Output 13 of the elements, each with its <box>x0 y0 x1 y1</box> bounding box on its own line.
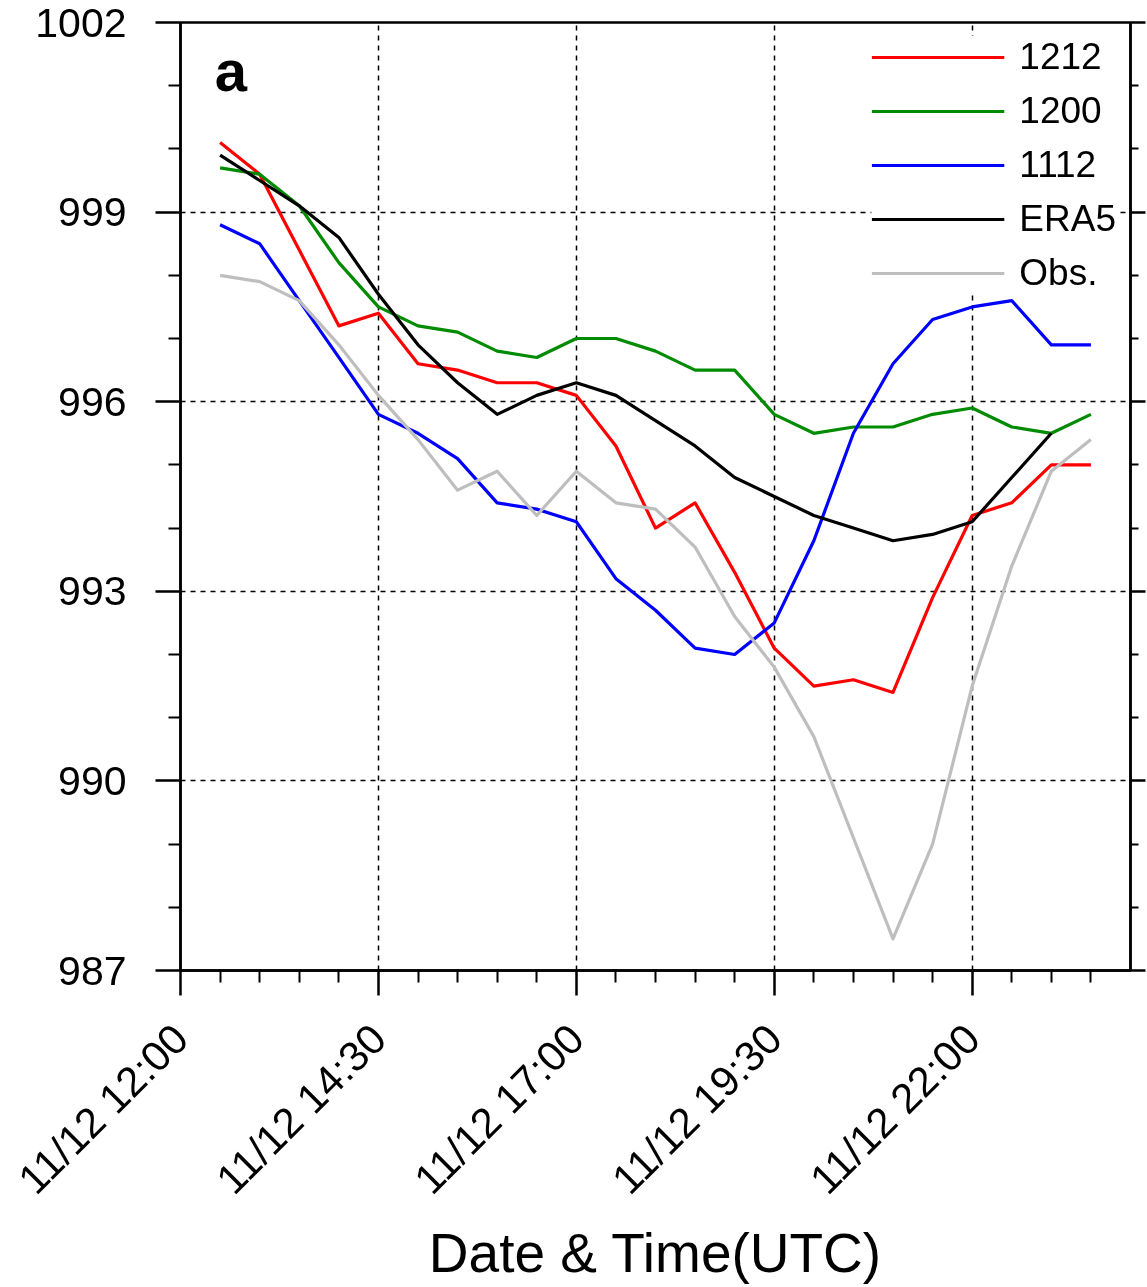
x-axis-title: Date & Time(UTC) <box>428 1222 882 1285</box>
legend-label: Obs. <box>1019 252 1098 294</box>
y-tick-label: 990 <box>58 757 127 804</box>
y-tick-label: 987 <box>58 947 127 994</box>
y-tick-label: 993 <box>58 568 127 615</box>
y-tick-label: 1002 <box>35 0 127 46</box>
annotation: a <box>214 37 248 103</box>
legend-label: 1212 <box>1019 36 1102 78</box>
y-tick-label: 996 <box>58 378 127 425</box>
legend-label: ERA5 <box>1019 198 1116 240</box>
legend-label: 1112 <box>1019 144 1097 186</box>
legend-label: 1200 <box>1019 90 1102 132</box>
y-tick-label: 999 <box>58 189 127 236</box>
